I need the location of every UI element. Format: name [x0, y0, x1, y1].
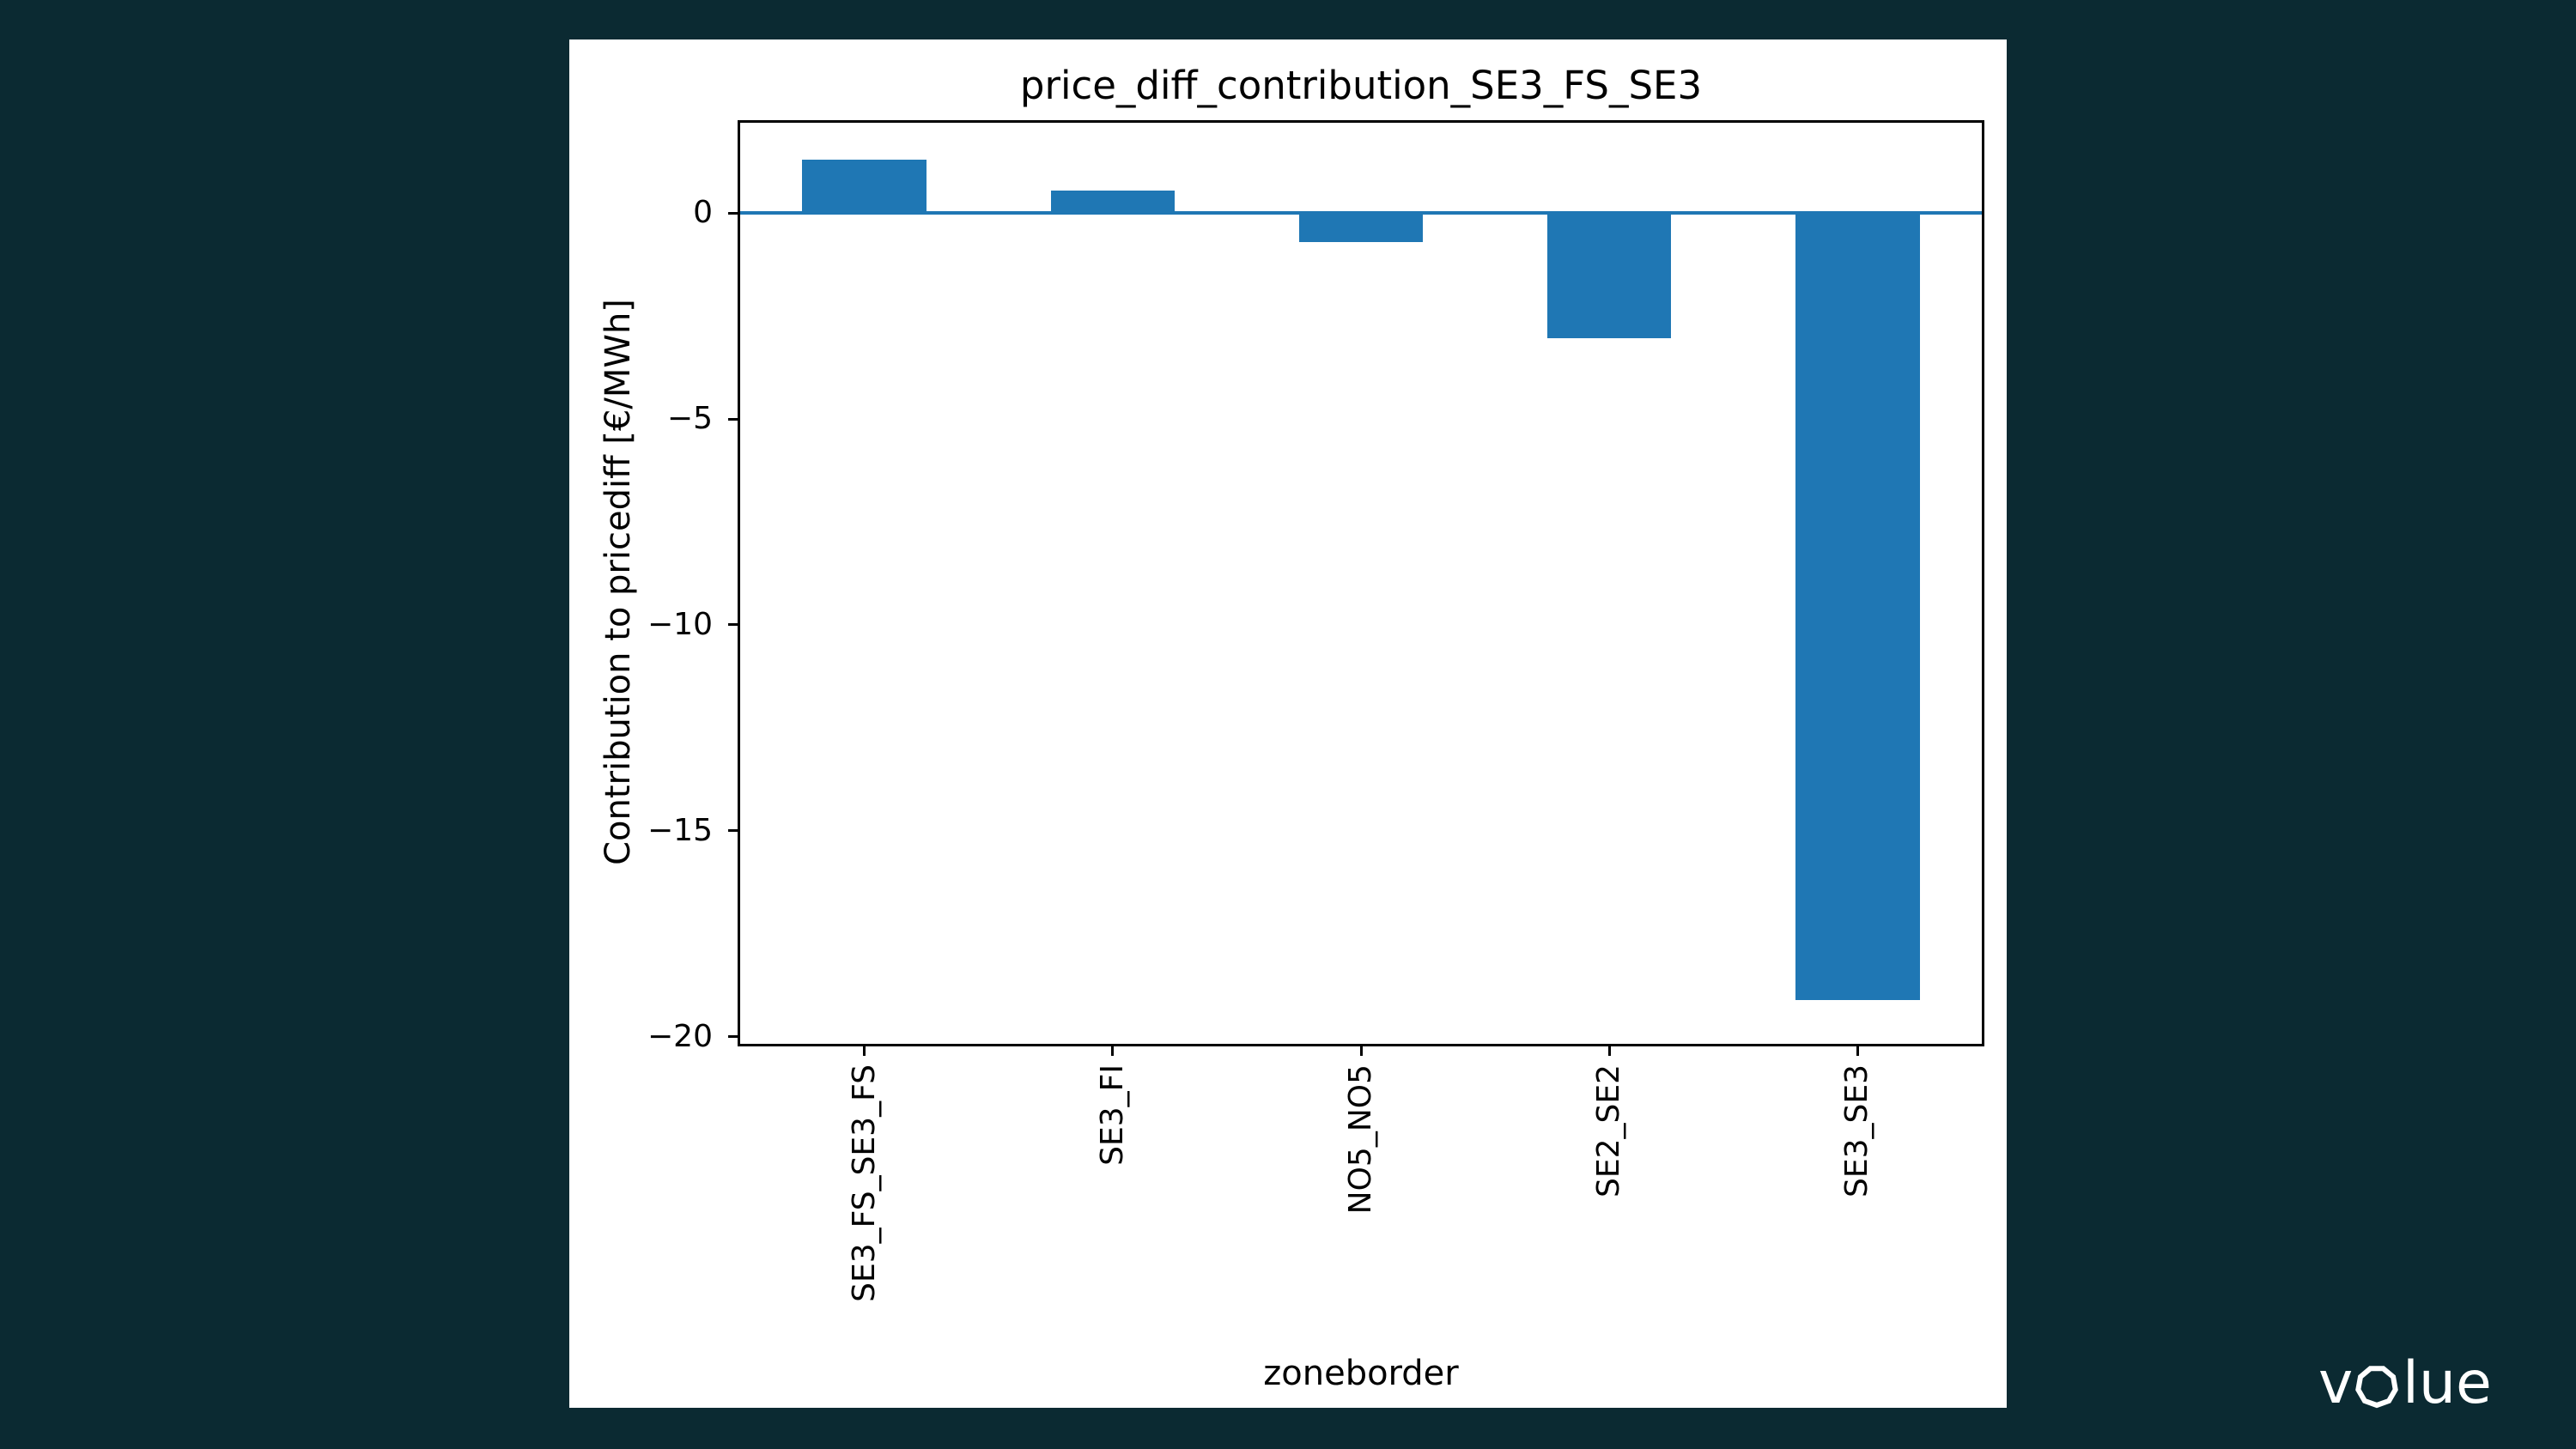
x-tick-mark	[1856, 1044, 1859, 1056]
x-tick-mark	[1359, 1044, 1363, 1056]
y-tick-label--5: −5	[666, 401, 713, 437]
bar-SE2_SE2	[1546, 213, 1672, 339]
figure-panel: price_diff_contribution_SE3_FS_SE3 Contr…	[569, 39, 2007, 1408]
x-tick-mark	[863, 1044, 866, 1056]
y-tick-mark	[728, 829, 740, 833]
x-tick-label-SE2_SE2: SE2_SE2	[1591, 1064, 1627, 1198]
zero-line	[740, 211, 1982, 215]
chart-title: price_diff_contribution_SE3_FS_SE3	[1019, 63, 1703, 108]
x-tick-mark	[1607, 1044, 1611, 1056]
volue-logo-text-v: v	[2318, 1349, 2354, 1417]
volue-logo: v lue	[2318, 1339, 2516, 1418]
bar-SE3_FI	[1050, 190, 1176, 214]
volue-logo-o-icon	[2355, 1366, 2398, 1409]
y-tick-mark	[728, 417, 740, 421]
x-tick-label-SE3_SE3: SE3_SE3	[1839, 1064, 1875, 1198]
y-tick-mark	[728, 211, 740, 215]
plot-area	[738, 120, 1984, 1046]
y-axis-label: Contribution to pricediff [€/MWh]	[598, 299, 638, 865]
x-tick-label-SE3_FI: SE3_FI	[1094, 1064, 1130, 1166]
y-tick-label--15: −15	[647, 812, 713, 848]
y-tick-mark	[728, 1035, 740, 1039]
volue-logo-text-lue: lue	[2403, 1349, 2492, 1417]
y-tick-mark	[728, 623, 740, 627]
bar-SE3_SE3	[1795, 213, 1920, 1000]
bar-NO5_NO5	[1298, 213, 1424, 242]
x-axis-label: zoneborder	[1263, 1354, 1459, 1393]
y-tick-label-0: 0	[693, 195, 713, 231]
x-tick-mark	[1111, 1044, 1115, 1056]
x-tick-label-NO5_NO5: NO5_NO5	[1343, 1064, 1378, 1215]
y-tick-label--10: −10	[647, 606, 713, 642]
x-tick-label-SE3_FS_SE3_FS: SE3_FS_SE3_FS	[846, 1064, 882, 1302]
y-tick-label--20: −20	[647, 1018, 713, 1054]
bar-SE3_FS_SE3_FS	[802, 159, 927, 214]
